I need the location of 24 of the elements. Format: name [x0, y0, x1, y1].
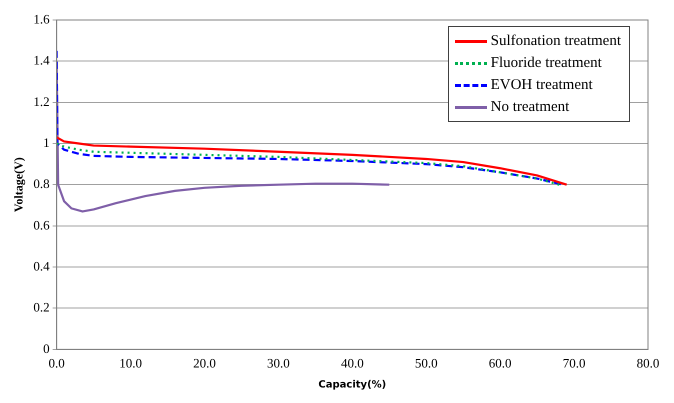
y-tick-label: 1.6	[33, 11, 50, 26]
y-tick-label: 1.4	[33, 52, 50, 68]
y-tick-label: 0.4	[33, 258, 50, 274]
x-tick-label: 40.0	[340, 356, 364, 371]
y-tick-label: 1	[43, 134, 50, 150]
y-axis-title: Voltage(V)	[11, 157, 26, 212]
legend-label: EVOH treatment	[490, 76, 593, 95]
x-tick-label: 50.0	[414, 356, 438, 371]
y-tick-label: 0	[43, 340, 50, 356]
x-tick-label: 80.0	[636, 356, 660, 371]
y-tick-label: 0.6	[33, 217, 50, 232]
x-tick-label: 70.0	[562, 356, 586, 371]
y-tick-label: 0.2	[33, 300, 50, 315]
y-tick-label: 1.2	[33, 94, 50, 109]
x-tick-label: 0.0	[48, 356, 65, 371]
y-tick-label: 0.8	[33, 176, 50, 192]
legend-label: Fluoride treatment	[490, 54, 602, 73]
x-tick-label: 20.0	[193, 356, 216, 371]
x-tick-label: 10.0	[119, 356, 142, 371]
x-tick-label: 60.0	[488, 356, 512, 371]
legend-label: No treatment	[490, 98, 570, 117]
x-tick-label: 30.0	[267, 356, 290, 371]
legend-label: Sulfonation treatment	[490, 32, 621, 51]
x-axis-title: Capacity(%)	[318, 380, 386, 391]
